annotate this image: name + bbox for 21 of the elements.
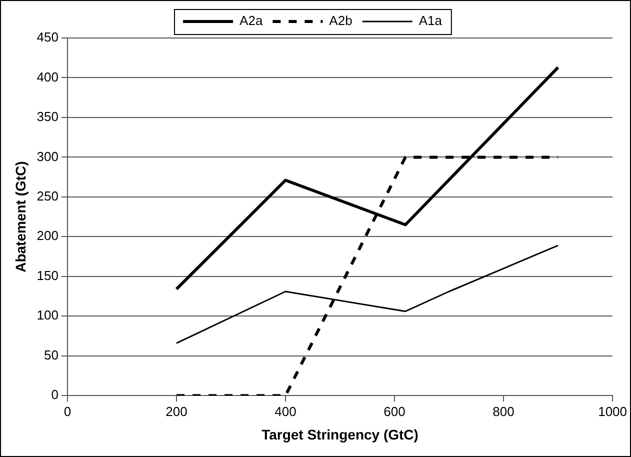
legend-label: A1a <box>418 13 443 28</box>
legend-label: A2a <box>240 13 264 28</box>
y-axis-title: Abatement (GtC) <box>12 161 28 272</box>
y-tick-label: 100 <box>36 308 58 323</box>
y-tick-label: 150 <box>36 268 58 283</box>
y-tick-label: 0 <box>51 387 58 402</box>
x-axis-title: Target Stringency (GtC) <box>262 426 418 442</box>
y-tick-label: 300 <box>36 148 58 164</box>
y-tick-label: 200 <box>36 228 58 244</box>
x-tick-label: 800 <box>492 404 514 419</box>
legend-label: A2b <box>329 13 352 28</box>
x-tick-label: 200 <box>166 404 188 419</box>
y-tick-label: 350 <box>36 109 58 124</box>
y-tick-label: 450 <box>36 30 58 45</box>
y-tick-label: 250 <box>36 188 58 204</box>
x-tick-label: 400 <box>274 404 296 419</box>
x-tick-label: 1000 <box>598 404 627 419</box>
y-tick-label: 400 <box>36 69 58 84</box>
x-tick-label: 600 <box>384 404 406 419</box>
y-tick-label: 50 <box>44 347 58 362</box>
x-tick-label: 0 <box>64 404 72 419</box>
